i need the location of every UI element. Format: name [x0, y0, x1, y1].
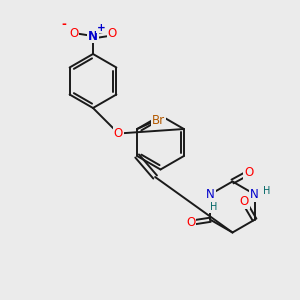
Text: O: O: [186, 216, 196, 229]
Text: N: N: [88, 29, 98, 43]
Text: H: H: [263, 186, 271, 196]
Text: O: O: [244, 166, 253, 179]
Text: H: H: [210, 202, 217, 212]
Text: -: -: [61, 18, 66, 31]
Text: O: O: [69, 26, 78, 40]
Text: +: +: [97, 22, 106, 33]
Text: N: N: [250, 188, 259, 201]
Text: O: O: [239, 195, 249, 208]
Text: O: O: [114, 127, 123, 140]
Text: Br: Br: [152, 113, 165, 127]
Text: N: N: [206, 188, 215, 201]
Text: O: O: [108, 26, 117, 40]
